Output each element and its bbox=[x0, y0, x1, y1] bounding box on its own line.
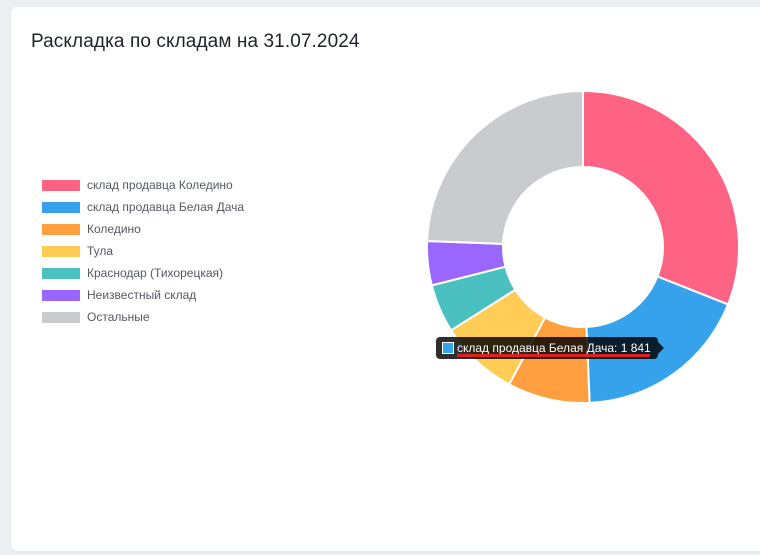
legend-swatch bbox=[42, 201, 80, 213]
legend-label: Тула bbox=[87, 244, 114, 258]
legend-item[interactable]: Коледино bbox=[42, 218, 244, 240]
legend-label: Неизвестный склад bbox=[87, 288, 197, 302]
donut-slice[interactable] bbox=[582, 89, 740, 306]
legend-swatch bbox=[42, 223, 80, 235]
tooltip-color-swatch bbox=[442, 342, 454, 354]
legend-item[interactable]: склад продавца Белая Дача bbox=[42, 196, 244, 218]
legend-item[interactable]: Остальные bbox=[42, 306, 244, 328]
legend-label: Коледино bbox=[87, 222, 141, 236]
chart-tooltip: склад продавца Белая Дача: 1 841 bbox=[436, 337, 664, 359]
tooltip-text: склад продавца Белая Дача: 1 841 bbox=[457, 341, 651, 355]
legend-swatch bbox=[42, 311, 80, 323]
legend-swatch bbox=[42, 179, 80, 191]
donut-slice[interactable] bbox=[426, 89, 584, 245]
legend-swatch bbox=[42, 289, 80, 301]
legend-label: склад продавца Белая Дача bbox=[87, 200, 245, 214]
legend-item[interactable]: склад продавца Коледино bbox=[42, 174, 244, 196]
legend-item[interactable]: Тула bbox=[42, 240, 244, 262]
donut-chart bbox=[426, 89, 740, 404]
legend-label: Остальные bbox=[87, 310, 150, 324]
chart-title: Раскладка по складам на 31.07.2024 bbox=[31, 31, 360, 52]
legend-swatch bbox=[42, 245, 80, 257]
legend-swatch bbox=[42, 267, 80, 279]
chart-legend: склад продавца Коледино склад продавца Бе… bbox=[42, 174, 244, 328]
chart-card: Раскладка по складам на 31.07.2024 склад… bbox=[11, 7, 760, 551]
legend-label: склад продавца Коледино bbox=[87, 178, 233, 192]
legend-label: Краснодар (Тихорецкая) bbox=[87, 266, 224, 280]
legend-item[interactable]: Краснодар (Тихорецкая) bbox=[42, 262, 244, 284]
legend-item[interactable]: Неизвестный склад bbox=[42, 284, 244, 306]
tooltip-underline bbox=[457, 354, 650, 357]
